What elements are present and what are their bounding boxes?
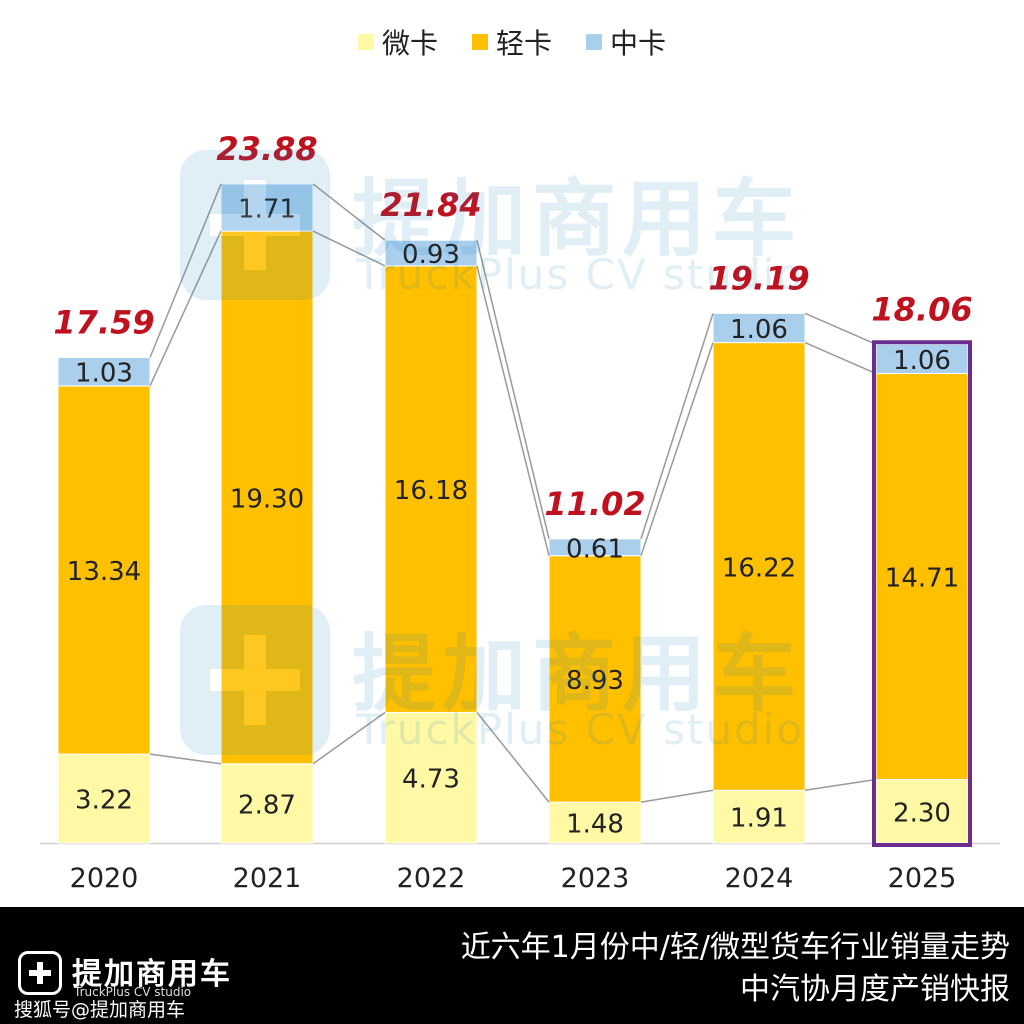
data-label-medium-2025: 1.06 [893, 346, 951, 376]
stacked-bar-chart: 3.22 13.34 1.03 17.59 2020 2.87 19.30 1.71 23.88… [40, 130, 1000, 894]
total-label-2023: 11.02 [544, 485, 645, 523]
data-label-medium-2020: 1.03 [75, 359, 133, 389]
total-label-2021: 23.88 [216, 130, 317, 168]
connector-medium-top-2020-2021 [149, 183, 222, 358]
bar-segment-micro-2023 [548, 801, 642, 844]
connector-light-top-2023-2024 [640, 342, 714, 556]
footer-bar: 提加商用车 TruckPlus CV studio 搜狐号@提加商用车 近六年1… [0, 907, 1024, 1024]
bar-segment-medium-2022 [384, 239, 478, 267]
legend-item-light: 轻卡 [471, 22, 552, 62]
footer-brand-name: 提加商用车 [72, 957, 232, 992]
bar-segment-medium-2024 [712, 312, 806, 344]
connector-light-top-2024-2025 [804, 341, 877, 375]
bar-segment-light-2025 [875, 373, 969, 781]
x-tick-label-2025: 2025 [888, 863, 957, 894]
x-tick-label-2021: 2021 [233, 863, 302, 894]
bar-segment-light-2024 [712, 342, 806, 791]
data-label-light-2021: 19.30 [230, 484, 304, 514]
connector-micro-top-2023-2024 [640, 789, 714, 803]
labels-layer: 3.22 13.34 1.03 17.59 2020 2.87 19.30 1.71 23.88… [53, 130, 972, 894]
connector-medium-top-2024-2025 [804, 312, 877, 345]
legend-label-micro: 微卡 [381, 27, 438, 60]
bar-segment-micro-2022 [384, 711, 478, 844]
data-label-light-2020: 13.34 [67, 557, 141, 587]
data-label-micro-2022: 4.73 [402, 765, 460, 795]
bar-segment-micro-2020 [57, 753, 151, 844]
connector-medium-top-2023-2024 [640, 313, 714, 540]
legend-swatch-light [471, 34, 488, 50]
legend-swatch-micro [357, 34, 374, 50]
x-tick-label-2020: 2020 [70, 863, 139, 894]
total-label-2022: 21.84 [380, 186, 481, 224]
connector-micro-top-2021-2022 [312, 711, 386, 765]
footer-title-line2: 中汽协月度产销快报 [740, 972, 1010, 1007]
connector-light-top-2022-2023 [476, 265, 550, 556]
legend-item-micro: 微卡 [357, 22, 438, 62]
bar-segment-light-2020 [57, 385, 151, 755]
total-label-2020: 17.59 [53, 304, 154, 342]
x-tick-label-2022: 2022 [397, 863, 466, 894]
footer-brand-subtitle: TruckPlus CV studio [74, 985, 192, 999]
connector-lines-layer [149, 183, 877, 803]
data-label-medium-2023: 0.61 [566, 534, 624, 564]
x-tick-label-2023: 2023 [561, 863, 630, 894]
connector-light-top-2021-2022 [312, 230, 386, 267]
connector-medium-top-2021-2022 [312, 183, 386, 241]
legend-swatch-medium [586, 34, 602, 50]
brand-logo-icon [18, 951, 62, 995]
footer-credit: 搜狐号@提加商用车 [14, 999, 186, 1021]
connector-micro-top-2024-2025 [804, 778, 877, 792]
data-label-micro-2021: 2.87 [238, 790, 296, 820]
connector-medium-top-2022-2023 [476, 240, 550, 540]
data-label-light-2024: 16.22 [722, 553, 796, 583]
data-label-micro-2020: 3.22 [75, 786, 133, 816]
data-label-light-2025: 14.71 [885, 564, 959, 594]
connector-micro-top-2022-2023 [476, 711, 550, 803]
footer-title-line1: 近六年1月份中/轻/微型货车行业销量走势 [460, 930, 1010, 965]
legend-item-medium: 中卡 [586, 22, 666, 62]
highlight-border-2025 [872, 340, 972, 847]
legend: 微卡 轻卡 中卡 [0, 22, 1024, 62]
data-label-medium-2022: 0.93 [402, 240, 460, 270]
connector-micro-top-2020-2021 [149, 753, 222, 765]
data-label-micro-2025: 2.30 [893, 798, 951, 828]
data-label-micro-2024: 1.91 [730, 804, 788, 834]
data-label-medium-2021: 1.71 [238, 195, 296, 225]
bar-segment-micro-2021 [220, 763, 314, 844]
x-tick-label-2024: 2024 [725, 863, 794, 894]
data-label-light-2022: 16.18 [394, 476, 468, 506]
bar-segment-light-2021 [220, 230, 314, 765]
legend-label-light: 轻卡 [495, 27, 552, 60]
bar-segment-light-2022 [384, 265, 478, 713]
bar-segment-micro-2024 [712, 789, 806, 844]
footer-title: 近六年1月份中/轻/微型货车行业销量走势 中汽协月度产销快报 [461, 927, 1010, 1011]
connector-light-top-2020-2021 [149, 230, 222, 387]
total-label-2024: 19.19 [708, 259, 809, 297]
data-label-medium-2024: 1.06 [730, 315, 788, 345]
legend-label-medium: 中卡 [610, 27, 667, 60]
data-label-light-2023: 8.93 [566, 666, 624, 696]
bar-segment-medium-2020 [57, 357, 151, 387]
bars-layer [40, 183, 1000, 845]
bar-segment-light-2023 [548, 555, 642, 803]
bar-segment-medium-2021 [220, 183, 314, 232]
bar-segment-medium-2023 [548, 538, 642, 557]
total-label-2025: 18.06 [871, 290, 972, 328]
data-label-micro-2023: 1.48 [566, 810, 624, 840]
